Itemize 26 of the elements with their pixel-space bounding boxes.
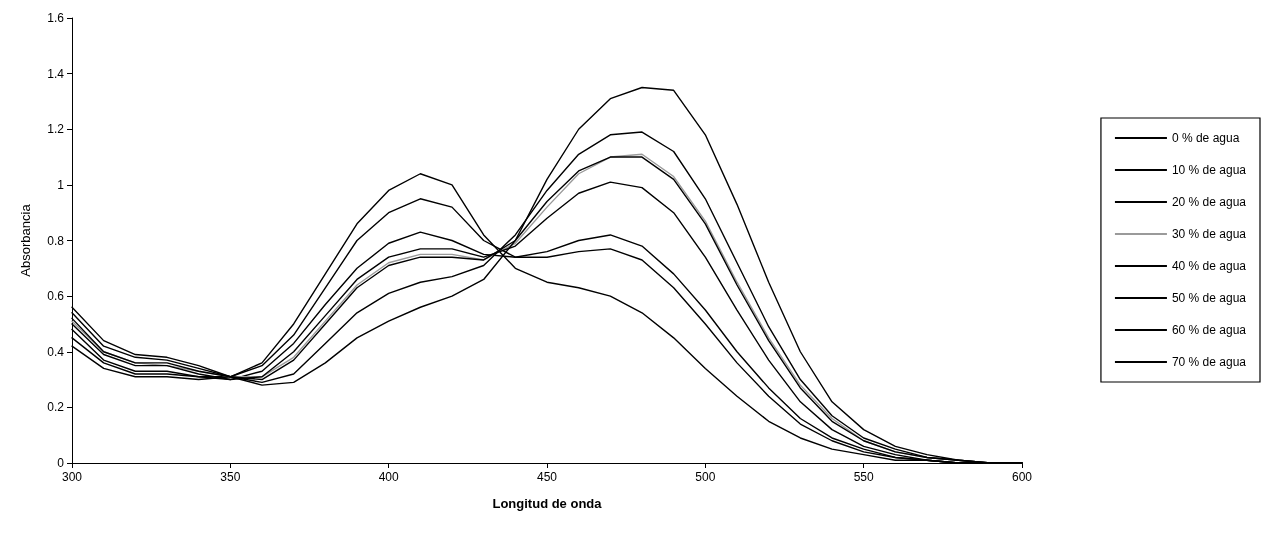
legend-label: 0 % de agua [1171, 131, 1240, 145]
y-tick-label: 1.2 [47, 122, 65, 137]
x-tick-label: 350 [220, 470, 241, 484]
legend-label: 30 % de agua [1171, 227, 1247, 241]
y-tick-label: 1 [57, 177, 65, 192]
legend-label: 40 % de agua [1171, 259, 1247, 273]
y-tick-label: 1.4 [47, 66, 65, 81]
legend-label: 70 % de agua [1171, 355, 1247, 369]
y-tick-label: 0.6 [47, 289, 65, 304]
legend-label: 10 % de agua [1171, 163, 1247, 177]
x-tick-label: 450 [536, 470, 558, 484]
legend-label: 20 % de agua [1171, 195, 1247, 209]
y-tick-label: 0.2 [47, 400, 65, 415]
x-tick-label: 550 [853, 470, 874, 484]
x-tick-label: 600 [1011, 470, 1033, 484]
x-tick-label: 400 [378, 470, 399, 484]
legend-label: 60 % de agua [1171, 323, 1247, 337]
y-tick-label: 0.8 [47, 233, 65, 248]
x-tick-label: 500 [695, 470, 716, 484]
y-tick-label: 1.6 [47, 11, 65, 25]
x-tick-label: 300 [61, 470, 83, 484]
y-tick-label: 0 [57, 456, 65, 470]
x-axis-title: Longitud de onda [492, 496, 603, 511]
y-tick-label: 0.4 [47, 344, 65, 359]
legend-label: 50 % de agua [1171, 291, 1247, 305]
y-axis-title: Absorbancia [18, 203, 33, 277]
